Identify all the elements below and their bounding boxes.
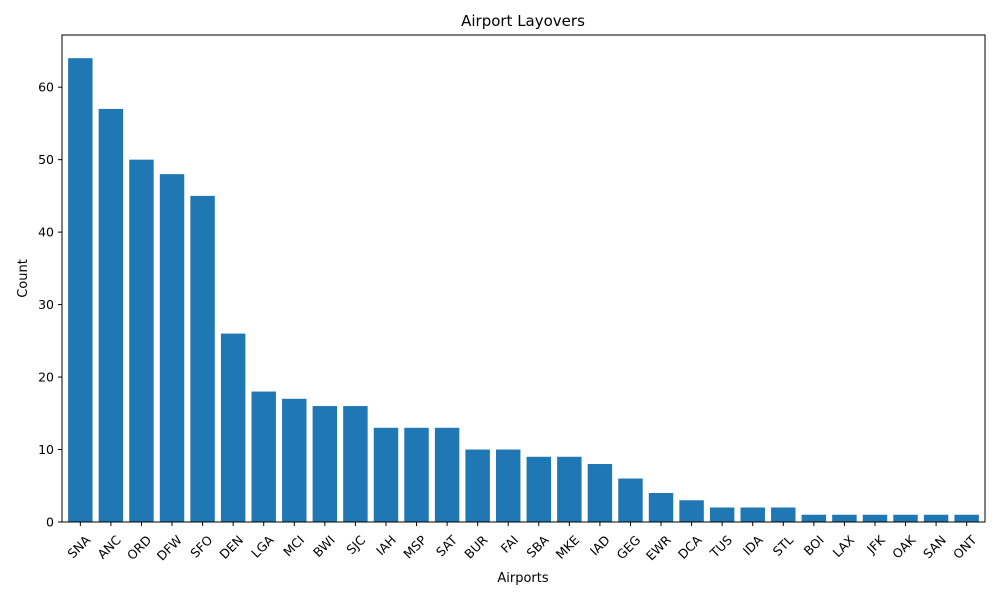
x-axis-label: Airports [497,571,548,586]
bar-lax [832,514,857,522]
x-tick-label: LAX [829,532,857,560]
x-tick-label: BUR [461,532,491,562]
bar-anc [98,108,124,523]
x-tick-label: DEN [216,532,246,562]
y-tick-label: 60 [38,80,54,95]
bar-iad [587,464,613,522]
bar-msp [404,427,429,522]
y-tick-label: 40 [38,225,54,240]
y-axis-label: Count [16,259,31,298]
x-tick-label: LGA [248,532,277,561]
bar-bwi [312,406,338,522]
bar-den [220,333,246,522]
bar-oak [893,514,918,522]
x-tick-label: MKE [553,532,583,562]
x-tick-label: STL [770,532,797,559]
x-tick-label: SBA [523,532,552,561]
y-tick-label: 30 [38,297,54,312]
bar-dca [679,500,704,522]
bar-sfo [190,195,215,522]
bars-group [68,58,979,523]
x-tick-label: ONT [950,532,980,562]
bar-mci [282,398,307,522]
x-tick-label: MSP [400,532,430,562]
bar-bur [465,449,490,522]
bar-jfk [862,514,888,522]
x-tick-label: ORD [124,532,155,563]
y-axis: 0 10 20 30 40 50 60 [38,80,62,530]
bar-fai [495,449,521,522]
x-tick-label: SNA [64,532,93,561]
x-tick-label: DCA [675,532,705,562]
bar-ida [740,507,765,522]
bar-iah [373,427,399,522]
x-tick-label: BWI [310,532,338,560]
bar-sba [526,456,552,522]
x-tick-label: SFO [187,532,215,560]
y-tick-label: 0 [46,515,54,530]
x-tick-label: OAK [889,532,919,562]
bar-ont [954,514,979,522]
bar-stl [771,507,796,522]
plot-frame [61,34,986,523]
y-tick-label: 50 [38,152,54,167]
y-tick-label: 20 [38,370,54,385]
x-tick-label: MCI [280,532,307,559]
x-tick-label: TUS [706,532,735,561]
x-tick-label: SAT [433,532,460,559]
bar-ord [129,159,154,522]
bar-mke [557,456,582,522]
x-tick-label: SJC [343,532,368,557]
bar-lga [251,391,276,522]
bar-boi [801,514,827,522]
x-tick-label: EWR [643,532,674,563]
bar-ewr [648,493,674,522]
x-tick-label: FAI [498,532,522,556]
x-axis: SNA ANC ORD DFW SFO DEN LGA MCI BWI SJC IAH MSP SAT B… [64,522,980,564]
x-tick-label: GEG [613,532,643,562]
bar-geg [618,478,643,522]
x-tick-label: BOI [801,532,827,558]
x-tick-label: DFW [154,532,185,563]
x-tick-label: IDA [740,532,766,558]
y-tick-label: 10 [38,442,54,457]
x-tick-label: IAD [587,532,613,558]
bar-sna [68,58,93,522]
x-tick-label: ANC [94,532,124,562]
bar-san [923,514,949,522]
x-tick-label: SAN [920,532,949,561]
bar-sjc [343,406,368,522]
bar-dfw [159,174,185,522]
x-tick-label: JFK [863,532,888,557]
chart-title: Airport Layovers [461,12,585,30]
bar-tus [709,507,735,522]
x-tick-label: IAH [373,532,399,558]
bar-sat [434,427,460,522]
